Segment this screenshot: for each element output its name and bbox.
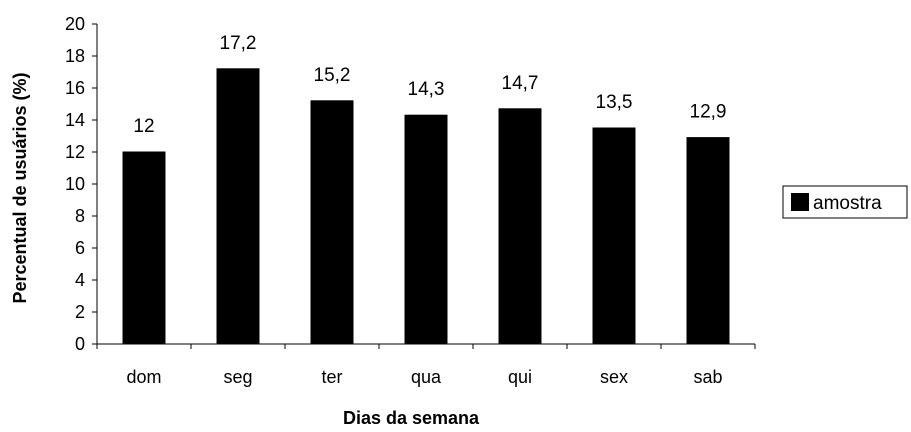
legend-label-amostra: amostra <box>813 193 882 214</box>
y-tick-label: 0 <box>75 334 85 354</box>
bar-sab <box>686 137 730 345</box>
bar-dom <box>122 151 166 345</box>
x-tick-label-sab: sab <box>693 367 722 387</box>
y-tick-label: 14 <box>65 110 85 130</box>
chart-axes <box>92 23 756 349</box>
data-label-seg: 17,2 <box>220 33 257 54</box>
y-tick-label: 8 <box>75 206 85 226</box>
x-tick-label-ter: ter <box>321 367 342 387</box>
legend-swatch-amostra <box>791 193 809 211</box>
x-tick-label-seg: seg <box>223 367 252 387</box>
bar-qua <box>404 114 448 345</box>
y-tick-label: 4 <box>75 270 85 290</box>
data-label-qui: 14,7 <box>502 73 539 94</box>
data-label-sex: 13,5 <box>596 92 633 113</box>
y-axis-title: Percentual de usuários (%) <box>10 72 30 303</box>
data-label-sab: 12,9 <box>690 102 727 123</box>
y-tick-label: 18 <box>65 46 85 66</box>
y-tick-label: 12 <box>65 142 85 162</box>
x-axis-title: Dias da semana <box>343 408 480 428</box>
x-tick-label-qua: qua <box>411 367 442 387</box>
y-tick-label: 10 <box>65 174 85 194</box>
legend: amostra <box>782 185 908 219</box>
x-tick-label-qui: qui <box>508 367 532 387</box>
bar-seg <box>216 68 260 345</box>
data-label-dom: 12 <box>133 116 154 137</box>
bar-ter <box>310 100 354 345</box>
data-label-qua: 14,3 <box>408 79 445 100</box>
x-tick-label-sex: sex <box>600 367 628 387</box>
chart-bars <box>122 68 730 345</box>
y-tick-label: 6 <box>75 238 85 258</box>
bar-qui <box>498 108 542 345</box>
y-tick-label: 2 <box>75 302 85 322</box>
y-tick-label: 20 <box>65 14 85 34</box>
x-tick-label-dom: dom <box>126 367 161 387</box>
bar-sex <box>592 127 636 345</box>
data-label-ter: 15,2 <box>314 65 351 86</box>
chart-labels: 0 2 4 6 8 10 12 14 16 18 20 dom 12 seg 17,2 ter 15,2 qua 1… <box>65 14 727 387</box>
y-tick-label: 16 <box>65 78 85 98</box>
